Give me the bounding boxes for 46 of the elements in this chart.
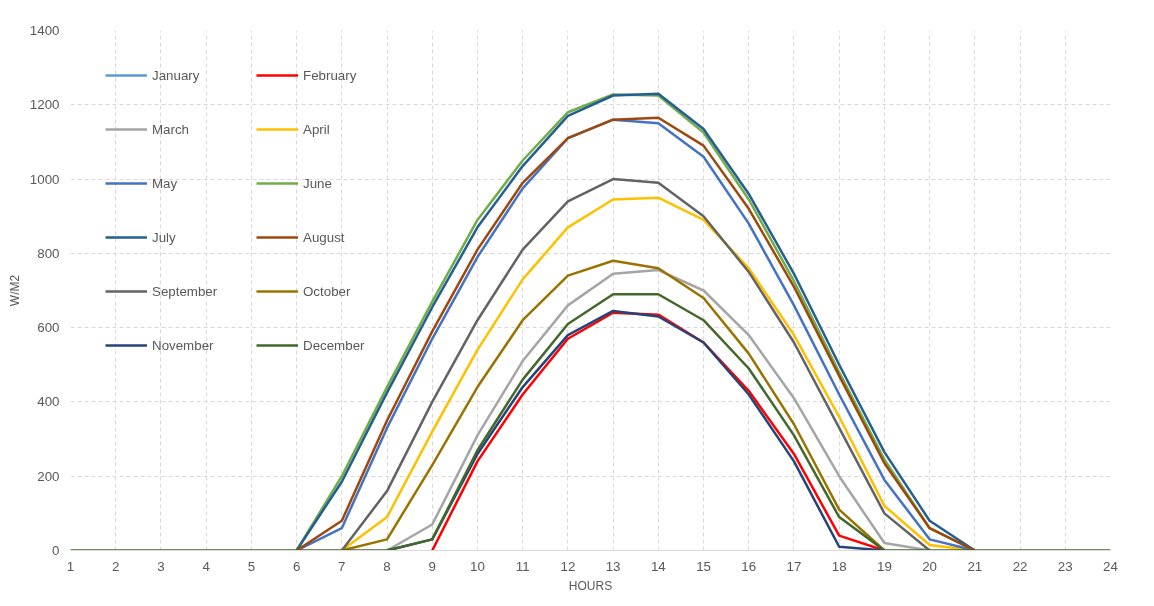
x-tick-label: 1 [66,558,75,574]
x-tick-label: 3 [157,558,165,574]
x-tick-label: 22 [1012,558,1028,574]
legend-label: December [303,337,366,353]
x-tick-label: 23 [1057,558,1073,574]
y-tick-label: 600 [37,320,60,336]
x-tick-label: 17 [786,558,802,574]
x-tick-label: 5 [247,558,256,574]
y-tick-label: 1200 [29,97,60,113]
x-tick-label: 15 [696,558,711,574]
legend-label: April [303,121,331,137]
x-tick-label: 6 [292,558,301,574]
x-tick-label: 9 [428,558,436,574]
legend-label: February [303,67,358,83]
legend-label: November [152,337,215,353]
y-tick-label: 1400 [29,23,60,38]
y-tick-label: 1000 [29,171,60,187]
x-axis-title: HOURS [568,578,613,593]
x-tick-label: 2 [112,558,120,574]
y-axis-title: W/M2 [7,274,22,307]
x-tick-label: 18 [831,558,847,574]
x-tick-label: 13 [605,558,621,574]
x-tick-label: 11 [515,558,530,574]
legend-label: August [303,229,346,245]
x-tick-label: 20 [922,558,938,574]
legend-label: October [303,283,352,299]
legend-label: January [152,67,201,83]
y-tick-label: 0 [52,543,60,558]
legend-label: July [152,229,177,245]
y-tick-label: 400 [37,394,60,410]
x-tick-label: 24 [1103,558,1119,574]
x-tick-label: 21 [967,558,983,574]
x-tick-label: 8 [383,558,391,574]
x-tick-label: 14 [650,558,667,574]
x-tick-label: 7 [338,558,346,574]
legend-label: March [152,121,191,137]
x-tick-label: 16 [741,558,757,574]
y-tick-label: 200 [37,468,60,484]
y-tick-label: 800 [37,245,60,261]
legend-label: June [303,175,333,191]
legend-label: May [152,175,179,191]
x-tick-label: 10 [470,558,485,574]
x-tick-label: 12 [560,558,576,574]
legend-label: September [152,283,219,299]
x-tick-label: 4 [202,558,211,574]
x-tick-label: 19 [877,558,892,574]
